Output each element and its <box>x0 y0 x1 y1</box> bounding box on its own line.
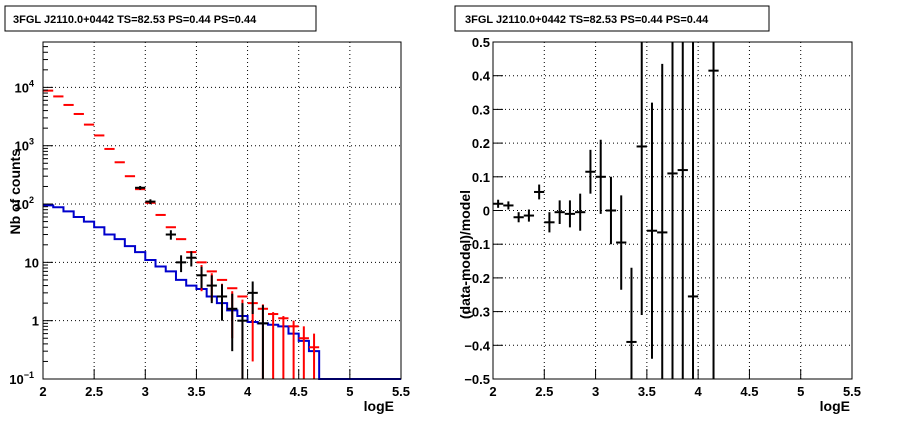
counts-x-tick-label: 2.5 <box>85 384 103 399</box>
residual-ticks: 2 2.5 3 3.5 4 4.5 5 5.5 −0.5 −0.4 −0.3 −0.2 −0.1 0 0.1… <box>464 35 861 399</box>
counts-grid <box>43 42 401 379</box>
counts-x-tick-label: 5.5 <box>392 384 410 399</box>
residual-x-tick-label: 2.5 <box>535 384 553 399</box>
residual-y-tick-label: 0 <box>483 204 490 219</box>
residual-x-tick-label: 4 <box>695 384 703 399</box>
residual-y-tick-label: 0.4 <box>472 69 491 84</box>
residual-y-tick-label: −0.2 <box>464 271 490 286</box>
residual-title-box <box>454 5 770 32</box>
counts-y-tick-label: 104 <box>15 78 34 95</box>
residual-x-tick-label: 3 <box>592 384 599 399</box>
residual-y-tick-label: 0.1 <box>472 170 490 185</box>
residual-y-tick-label: 0.2 <box>472 136 490 151</box>
counts-y-tick-label: 103 <box>15 137 34 154</box>
counts-marks <box>43 89 401 380</box>
counts-y-tick-label: 1 <box>32 314 39 329</box>
residual-y-tick-label: −0.1 <box>464 237 490 252</box>
residual-panel: 3FGL J2110.0+0442 TS=82.53 PS=0.44 PS=0.… <box>454 5 861 414</box>
counts-y-tick-label: 10 <box>25 255 39 270</box>
counts-y-axis-label: Nb of counts <box>7 149 23 235</box>
counts-y-tick-label: 10−1 <box>9 370 34 387</box>
residual-x-axis-label: logE <box>820 398 850 414</box>
counts-x-tick-label: 5 <box>346 384 353 399</box>
counts-frame <box>42 41 402 380</box>
counts-x-tick-label: 3.5 <box>187 384 205 399</box>
residual-x-tick-label: 3.5 <box>638 384 656 399</box>
residual-marks <box>493 42 719 379</box>
residual-y-axis-label: (data-model)/model <box>457 190 473 319</box>
counts-x-tick-label: 4.5 <box>290 384 308 399</box>
residual-y-tick-label: −0.3 <box>464 305 490 320</box>
counts-x-tick-label: 2 <box>39 384 46 399</box>
counts-x-tick-label: 4 <box>244 384 252 399</box>
residual-grid <box>493 42 852 379</box>
counts-y-tick-label: 102 <box>15 195 34 212</box>
counts-ticks: 2 2.5 3 3.5 4 4.5 5 5.5 10−1 1 10 102 103 104 <box>9 41 410 399</box>
counts-x-tick-label: 3 <box>142 384 149 399</box>
counts-x-axis-label: logE <box>364 398 394 414</box>
residual-x-tick-label: 5.5 <box>843 384 861 399</box>
residual-x-tick-label: 5 <box>797 384 804 399</box>
residual-y-tick-label: −0.5 <box>464 372 490 387</box>
counts-panel: 3FGL J2110.0+0442 TS=82.53 PS=0.44 PS=0.… <box>4 5 410 414</box>
counts-title: 3FGL J2110.0+0442 TS=82.53 PS=0.44 PS=0.… <box>13 14 257 26</box>
counts-title-box <box>4 5 317 32</box>
residual-y-tick-label: 0.5 <box>472 35 490 50</box>
residual-y-tick-label: −0.4 <box>464 338 490 353</box>
residual-x-tick-label: 4.5 <box>740 384 758 399</box>
residual-y-tick-label: 0.3 <box>472 102 490 117</box>
residual-x-tick-label: 2 <box>489 384 496 399</box>
residual-title: 3FGL J2110.0+0442 TS=82.53 PS=0.44 PS=0.… <box>465 14 709 26</box>
